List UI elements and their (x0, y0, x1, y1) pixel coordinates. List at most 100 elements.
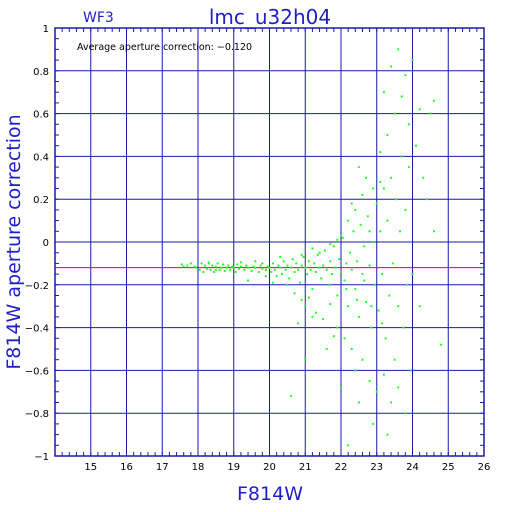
data-point (372, 422, 375, 425)
data-point (264, 268, 267, 271)
data-point (329, 243, 332, 246)
chip-label: WF3 (83, 10, 114, 26)
data-point (322, 264, 325, 267)
data-point (404, 74, 407, 77)
data-point (400, 155, 403, 158)
data-point (404, 208, 407, 211)
data-point (432, 99, 435, 102)
data-point (348, 251, 351, 254)
data-point (207, 261, 210, 264)
data-point (379, 230, 382, 233)
data-point (356, 260, 359, 263)
data-point (200, 262, 203, 265)
data-point (370, 326, 373, 329)
data-point (216, 262, 219, 265)
data-point (440, 343, 443, 346)
data-point (354, 288, 357, 291)
data-point (363, 245, 366, 248)
data-point (370, 305, 373, 308)
x-tick-label: 18 (192, 462, 205, 473)
data-point (395, 198, 398, 201)
data-point (391, 262, 394, 265)
data-point (373, 283, 376, 286)
x-tick-label: 22 (335, 462, 348, 473)
data-point (357, 315, 360, 318)
data-point (418, 108, 421, 111)
data-point (182, 265, 185, 268)
data-point (250, 269, 253, 272)
data-point (239, 261, 242, 264)
data-point (390, 176, 393, 179)
data-point (354, 369, 357, 372)
data-point (372, 241, 375, 243)
data-points (180, 48, 443, 447)
data-point (429, 112, 432, 115)
data-point (325, 348, 328, 350)
average-annotation: Average aperture correction: −0.120 (77, 42, 252, 53)
data-point (347, 444, 350, 447)
data-point (350, 348, 353, 350)
data-point (279, 266, 282, 269)
data-point (357, 401, 360, 404)
data-point (218, 268, 221, 271)
data-point (257, 270, 260, 273)
data-point (365, 300, 368, 303)
data-point (213, 270, 216, 273)
data-point (329, 260, 332, 263)
data-point (211, 264, 214, 267)
data-point (340, 386, 342, 389)
data-point (232, 266, 235, 269)
data-point (375, 202, 378, 205)
data-point (347, 305, 350, 308)
data-point (238, 267, 241, 270)
data-point (309, 268, 312, 271)
data-point (311, 315, 314, 318)
data-point (425, 198, 428, 201)
data-point (318, 251, 321, 254)
data-point (272, 281, 275, 284)
data-point (247, 266, 250, 269)
data-point (186, 264, 189, 267)
data-point (407, 123, 410, 126)
data-point (261, 262, 264, 265)
data-point (297, 268, 300, 271)
data-point (382, 91, 385, 94)
data-point (400, 95, 403, 98)
data-point (336, 238, 339, 241)
data-point (234, 270, 237, 273)
data-point (264, 275, 267, 278)
data-point (273, 268, 276, 271)
data-point (381, 273, 384, 276)
data-point (297, 322, 300, 325)
data-point (368, 230, 371, 233)
x-tick-label: 23 (370, 462, 383, 473)
x-tick-label: 21 (299, 462, 312, 473)
data-point (411, 59, 414, 62)
data-point (261, 267, 264, 270)
data-point (398, 230, 401, 233)
data-point (300, 298, 303, 301)
data-point (327, 283, 330, 286)
data-point (189, 262, 192, 265)
grid-lines (54, 27, 485, 457)
data-point (343, 279, 346, 282)
y-axis-label: F814W aperture correction (3, 114, 25, 369)
x-tick-label: 20 (263, 462, 276, 473)
data-point (229, 268, 232, 271)
data-point (357, 166, 360, 169)
data-point (393, 112, 396, 115)
data-point (227, 264, 230, 267)
data-point (331, 273, 334, 276)
data-point (386, 433, 389, 436)
data-point (325, 268, 328, 271)
data-point (384, 337, 387, 340)
data-point (275, 275, 278, 278)
data-point (375, 390, 378, 393)
data-point (272, 262, 275, 265)
data-point (270, 270, 273, 273)
data-point (372, 187, 375, 190)
y-tick-label: −1 (34, 452, 49, 463)
data-point (336, 294, 339, 297)
data-point (282, 260, 285, 263)
